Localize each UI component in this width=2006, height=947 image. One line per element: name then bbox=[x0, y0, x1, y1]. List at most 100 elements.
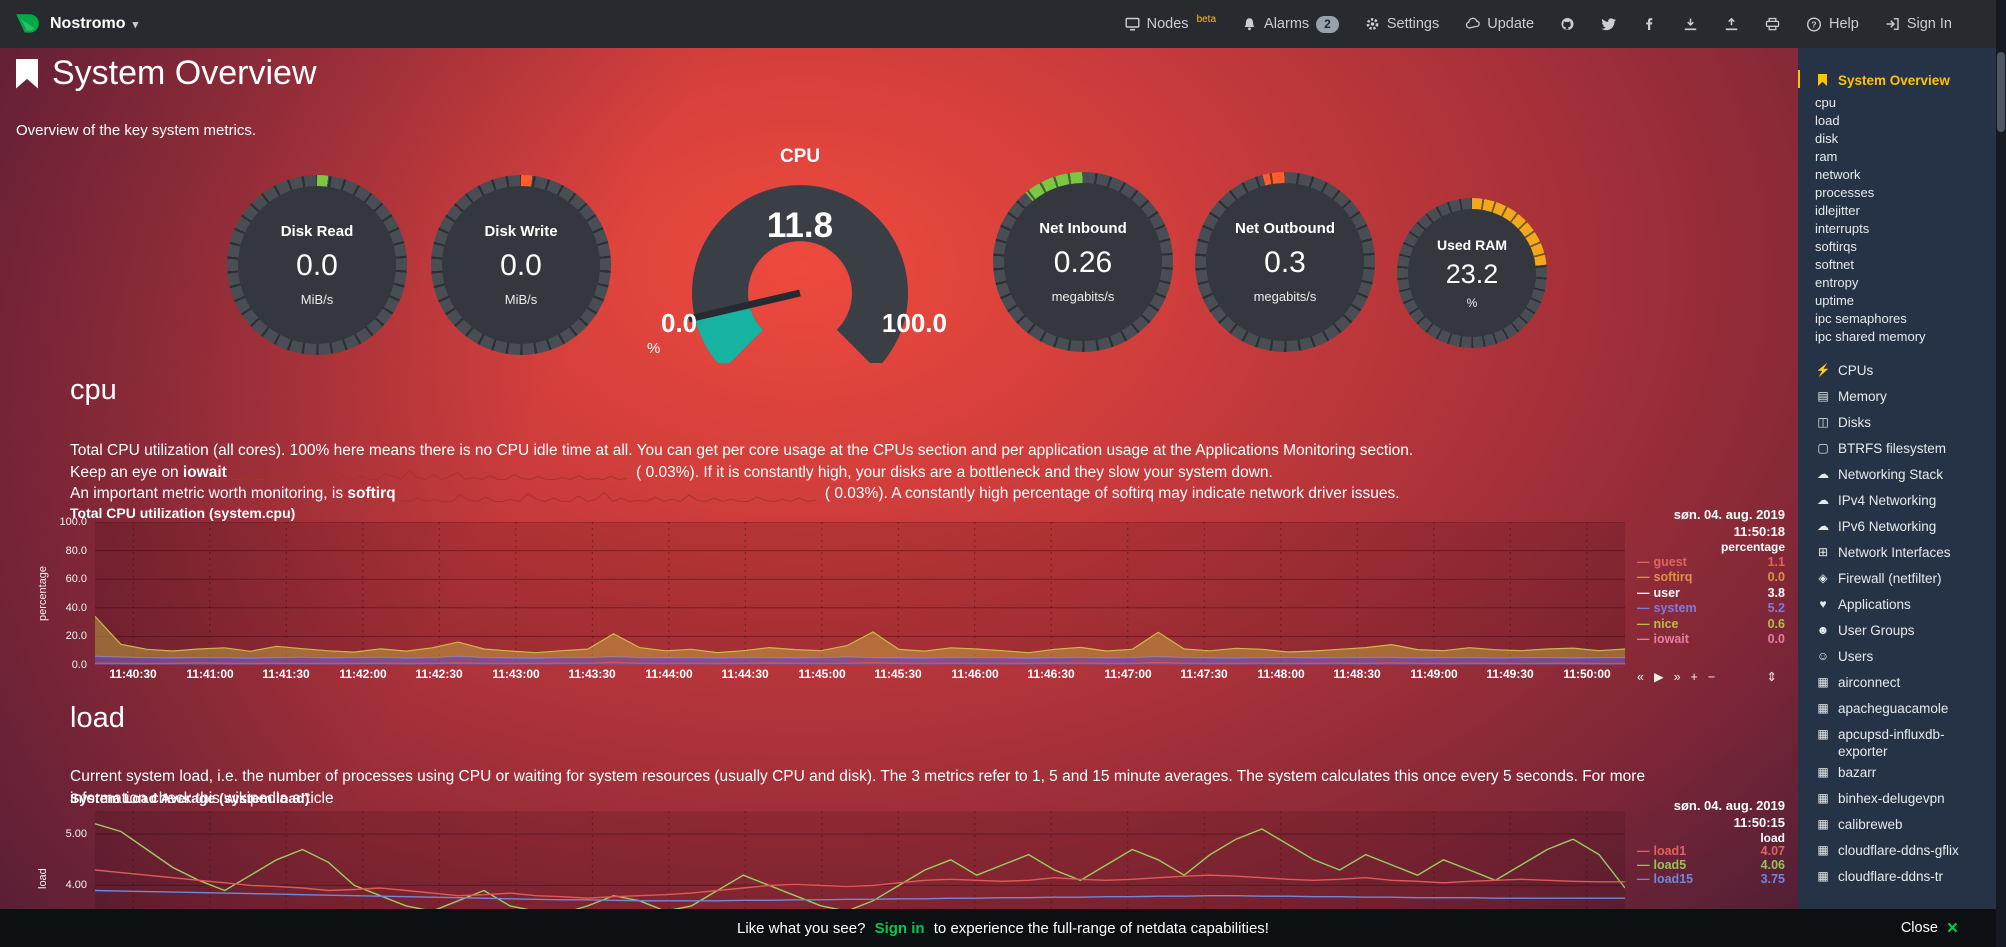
chevron-down-icon bbox=[133, 15, 139, 33]
chart-datetime: søn. 04. aug. 2019 11:50:15 bbox=[1673, 798, 1785, 830]
sidebar-item-apcupsd-influxdb-exporter[interactable]: ▦ apcupsd-influxdb-exporter bbox=[1798, 722, 1996, 760]
sidebar-item-cpus[interactable]: ⚡ CPUs bbox=[1815, 363, 1874, 378]
sidebar-item-networking-stack[interactable]: ☁ Networking Stack bbox=[1817, 467, 1944, 482]
sidebar-item-ipc-shared-memory[interactable]: ipc shared memory bbox=[1815, 329, 1926, 344]
sidebar-item-cloudflare-ddns-tr[interactable]: ▦ cloudflare-ddns-tr bbox=[1798, 864, 1996, 890]
sidebar-item-calibreweb[interactable]: ▦ calibreweb bbox=[1798, 812, 1996, 838]
sidebar-item-ipv4-networking[interactable]: ☁ IPv4 Networking bbox=[1817, 493, 1937, 508]
help-icon: ? bbox=[1806, 16, 1822, 32]
gauge-net-inbound[interactable]: Net Inbound 0.26 megabits/s bbox=[993, 172, 1173, 352]
legend-item-guest[interactable]: — guest 1.1 bbox=[1637, 555, 1785, 569]
legend-unit: load bbox=[1760, 831, 1785, 845]
sidebar-item-firewall-netfilter-[interactable]: ◈ Firewall (netfilter) bbox=[1798, 566, 1996, 592]
sidebar-item-ipv6-networking[interactable]: ☁ IPv6 Networking bbox=[1817, 519, 1937, 534]
legend-item-softirq[interactable]: — softirq 0.0 bbox=[1637, 570, 1785, 585]
gauge-used-ram[interactable]: Used RAM 23.2 % bbox=[1397, 198, 1547, 348]
update-button[interactable]: Update bbox=[1465, 16, 1534, 32]
folder-icon: ▢ bbox=[1817, 441, 1829, 455]
zoom-in-icon[interactable]: + bbox=[1690, 669, 1698, 684]
sidebar-item-system-overview[interactable]: System Overview bbox=[1798, 68, 1996, 94]
zoom-out-icon[interactable]: − bbox=[1707, 669, 1716, 684]
sidebar-item-users[interactable]: ☺ Users bbox=[1816, 649, 1874, 664]
sidebar-item-applications[interactable]: ♥ Applications bbox=[1798, 592, 1996, 618]
github-button[interactable] bbox=[1560, 17, 1575, 31]
sidebar-item-processes[interactable]: processes bbox=[1815, 185, 1875, 200]
footer-signin-link[interactable]: Sign in bbox=[874, 919, 925, 937]
nodes-button[interactable]: Nodes beta bbox=[1125, 14, 1216, 32]
chart-legend: — guest 1.1— softirq 0.0— user 3.8— system 5.2— n… bbox=[1637, 555, 1785, 647]
sidebar-item-user-groups[interactable]: ☻ User Groups bbox=[1816, 623, 1915, 638]
cpu-description-line2: Keep an eye on iowait ( 0.03%). If it is… bbox=[70, 463, 1273, 481]
twitter-icon bbox=[1601, 17, 1617, 31]
pan-right-icon[interactable]: » bbox=[1673, 669, 1681, 684]
user-icon: ☺ bbox=[1816, 649, 1830, 663]
download-button[interactable] bbox=[1683, 17, 1698, 31]
footer-close-button[interactable]: Close bbox=[1901, 919, 1958, 938]
twitter-button[interactable] bbox=[1601, 17, 1617, 31]
sidebar-item-airconnect[interactable]: ▦ airconnect bbox=[1798, 670, 1996, 696]
sidebar-item-idlejitter[interactable]: idlejitter bbox=[1815, 203, 1860, 218]
sidebar-item-cloudflare-ddns-gflix[interactable]: ▦ cloudflare-ddns-gflix bbox=[1798, 838, 1996, 864]
y-tick-label: 60.0 bbox=[65, 573, 87, 585]
bell-icon bbox=[1242, 17, 1257, 31]
alarms-button[interactable]: Alarms 2 bbox=[1242, 15, 1339, 33]
gauge-unit: MiB/s bbox=[504, 292, 538, 307]
node-selector[interactable]: Nostromo bbox=[50, 15, 138, 33]
chart-title: System Load Average (system.load) bbox=[70, 790, 310, 806]
gauge-disk-read[interactable]: Disk Read 0.0 MiB/s bbox=[227, 175, 407, 355]
upload-button[interactable] bbox=[1724, 17, 1739, 31]
sidebar-item-ram[interactable]: ram bbox=[1815, 149, 1838, 164]
pan-left-icon[interactable]: « bbox=[1637, 669, 1644, 684]
cloud-icon: ☁ bbox=[1817, 519, 1829, 533]
sidebar-item-load[interactable]: load bbox=[1815, 113, 1840, 128]
sidebar-item-uptime[interactable]: uptime bbox=[1815, 293, 1855, 308]
sidebar-item-entropy[interactable]: entropy bbox=[1815, 275, 1859, 290]
legend-item-system[interactable]: — system 5.2 bbox=[1637, 601, 1785, 616]
legend-item-load1[interactable]: — load1 4.07 bbox=[1637, 844, 1785, 858]
legend-item-load15[interactable]: — load15 3.75 bbox=[1637, 871, 1785, 886]
gauge-cpu[interactable]: CPU 11.8 0.0 100.0 % bbox=[645, 146, 955, 363]
settings-button[interactable]: Settings bbox=[1365, 16, 1439, 32]
x-tick-label: 11:43:30 bbox=[568, 667, 616, 681]
cpu-gauge-arc bbox=[688, 185, 908, 363]
sidebar-item-cpu[interactable]: cpu bbox=[1815, 95, 1836, 110]
legend-item-iowait[interactable]: — iowait 0.0 bbox=[1637, 632, 1785, 647]
github-icon bbox=[1560, 17, 1575, 31]
sidebar-item-ipc-semaphores[interactable]: ipc semaphores bbox=[1815, 311, 1907, 326]
sidebar-item-apacheguacamole[interactable]: ▦ apacheguacamole bbox=[1798, 696, 1996, 722]
sidebar-item-softnet[interactable]: softnet bbox=[1815, 257, 1855, 272]
sidebar-item-disks[interactable]: ◫ Disks bbox=[1798, 410, 1996, 436]
sidebar-item-interrupts[interactable]: interrupts bbox=[1815, 221, 1870, 236]
facebook-icon bbox=[1642, 17, 1657, 31]
bookmark-icon bbox=[1818, 74, 1827, 86]
sidebar-item-network[interactable]: network bbox=[1815, 167, 1861, 182]
print-button[interactable] bbox=[1765, 17, 1780, 31]
chart-toolbar: « ▶ » + − ⇕ bbox=[1637, 669, 1777, 685]
scrollbar-thumb[interactable] bbox=[1997, 52, 2005, 132]
chart-legend: — load1 4.07— load5 4.06— load15 3.75 bbox=[1637, 844, 1785, 886]
play-icon[interactable]: ▶ bbox=[1653, 670, 1664, 684]
gauge-unit: megabits/s bbox=[1051, 289, 1115, 304]
legend-item-user[interactable]: — user 3.8 bbox=[1637, 585, 1785, 600]
netdata-logo[interactable] bbox=[14, 12, 40, 36]
facebook-button[interactable] bbox=[1642, 17, 1657, 31]
sidebar-item-softirqs[interactable]: softirqs bbox=[1815, 239, 1857, 254]
section-heading-load: load bbox=[70, 702, 125, 734]
cpu-chart-plot[interactable] bbox=[95, 522, 1625, 665]
gauge-value: 0.26 bbox=[1053, 246, 1113, 279]
signin-icon bbox=[1885, 17, 1900, 31]
sidebar-item-btrfs-filesystem[interactable]: ▢ BTRFS filesystem bbox=[1798, 436, 1996, 462]
sidebar-item-binhex-delugevpn[interactable]: ▦ binhex-delugevpn bbox=[1798, 786, 1996, 812]
sidebar-item-network-interfaces[interactable]: ⊞ Network Interfaces bbox=[1798, 540, 1996, 566]
gauge-title: Used RAM bbox=[1436, 236, 1507, 253]
sign-in-button[interactable]: Sign In bbox=[1885, 16, 1952, 32]
gauge-net-outbound[interactable]: Net Outbound 0.3 megabits/s bbox=[1195, 172, 1375, 352]
help-button[interactable]: ? Help bbox=[1806, 16, 1859, 32]
sidebar-item-memory[interactable]: ▤ Memory bbox=[1798, 384, 1996, 410]
legend-item-nice[interactable]: — nice 0.6 bbox=[1637, 616, 1785, 631]
sidebar-item-disk[interactable]: disk bbox=[1815, 131, 1839, 146]
sidebar-item-bazarr[interactable]: ▦ bazarr bbox=[1798, 760, 1996, 786]
legend-item-load5[interactable]: — load5 4.06 bbox=[1637, 857, 1785, 872]
resize-icon[interactable]: ⇕ bbox=[1766, 670, 1777, 684]
gauge-disk-write[interactable]: Disk Write 0.0 MiB/s bbox=[431, 175, 611, 355]
